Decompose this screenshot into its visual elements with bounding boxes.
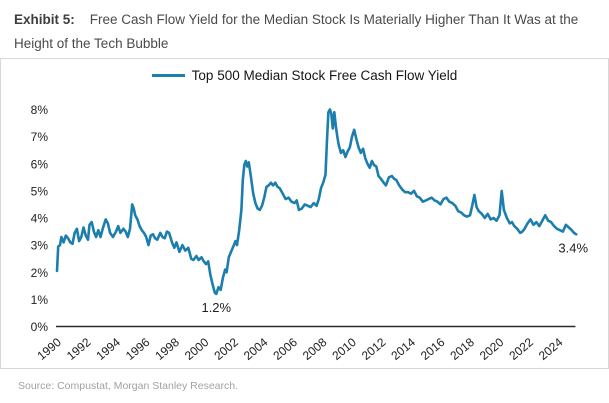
data-point-annotation: 3.4% — [558, 240, 588, 255]
y-axis-tick-label: 2% — [31, 266, 49, 280]
y-axis-tick-label: 0% — [31, 320, 49, 334]
y-axis-tick-label: 3% — [31, 239, 49, 253]
source-note: Source: Compustat, Morgan Stanley Resear… — [18, 380, 239, 392]
y-axis-tick-label: 7% — [31, 130, 49, 144]
x-axis-tick-label: 2014 — [388, 335, 418, 363]
x-axis-tick-label: 2010 — [329, 335, 359, 363]
x-axis-tick-label: 2004 — [241, 335, 271, 363]
y-axis-tick-label: 1% — [31, 293, 49, 307]
exhibit-number: Exhibit 5: — [14, 12, 75, 27]
x-axis-tick-label: 2020 — [477, 335, 507, 363]
x-axis-tick-label: 2000 — [182, 335, 212, 363]
data-point-annotation: 1.2% — [201, 300, 231, 315]
y-axis-tick-label: 6% — [31, 157, 49, 171]
x-axis-tick-label: 2002 — [211, 335, 241, 363]
chart-panel: Top 500 Median Stock Free Cash Flow Yiel… — [0, 58, 609, 369]
x-axis-tick-label: 1998 — [152, 335, 182, 363]
x-axis-tick-label: 2016 — [418, 335, 448, 363]
x-axis-tick-label: 1992 — [64, 335, 94, 363]
x-axis-tick-label: 1990 — [34, 335, 64, 363]
x-axis-tick-label: 1994 — [93, 335, 123, 363]
y-axis-tick-label: 4% — [31, 212, 49, 226]
x-axis-tick-label: 2022 — [506, 335, 536, 363]
y-axis-tick-label: 5% — [31, 184, 49, 198]
x-axis-tick-label: 2018 — [447, 335, 477, 363]
exhibit-title: Exhibit 5: Free Cash Flow Yield for the M… — [0, 0, 609, 56]
x-axis-tick-label: 1996 — [123, 335, 153, 363]
x-axis-tick-label: 2006 — [270, 335, 300, 363]
x-axis-tick-label: 2008 — [300, 335, 330, 363]
exhibit-title-text: Free Cash Flow Yield for the Median Stoc… — [14, 12, 579, 51]
fcf-yield-line — [55, 108, 578, 296]
line-chart-svg: 0%1%2%3%4%5%6%7%8%1990 1992 1994 1996 1998 20… — [31, 103, 589, 363]
x-axis-tick-label: 2024 — [536, 335, 566, 363]
x-axis-tick-label: 2012 — [359, 335, 389, 363]
y-axis-tick-label: 8% — [31, 103, 49, 117]
